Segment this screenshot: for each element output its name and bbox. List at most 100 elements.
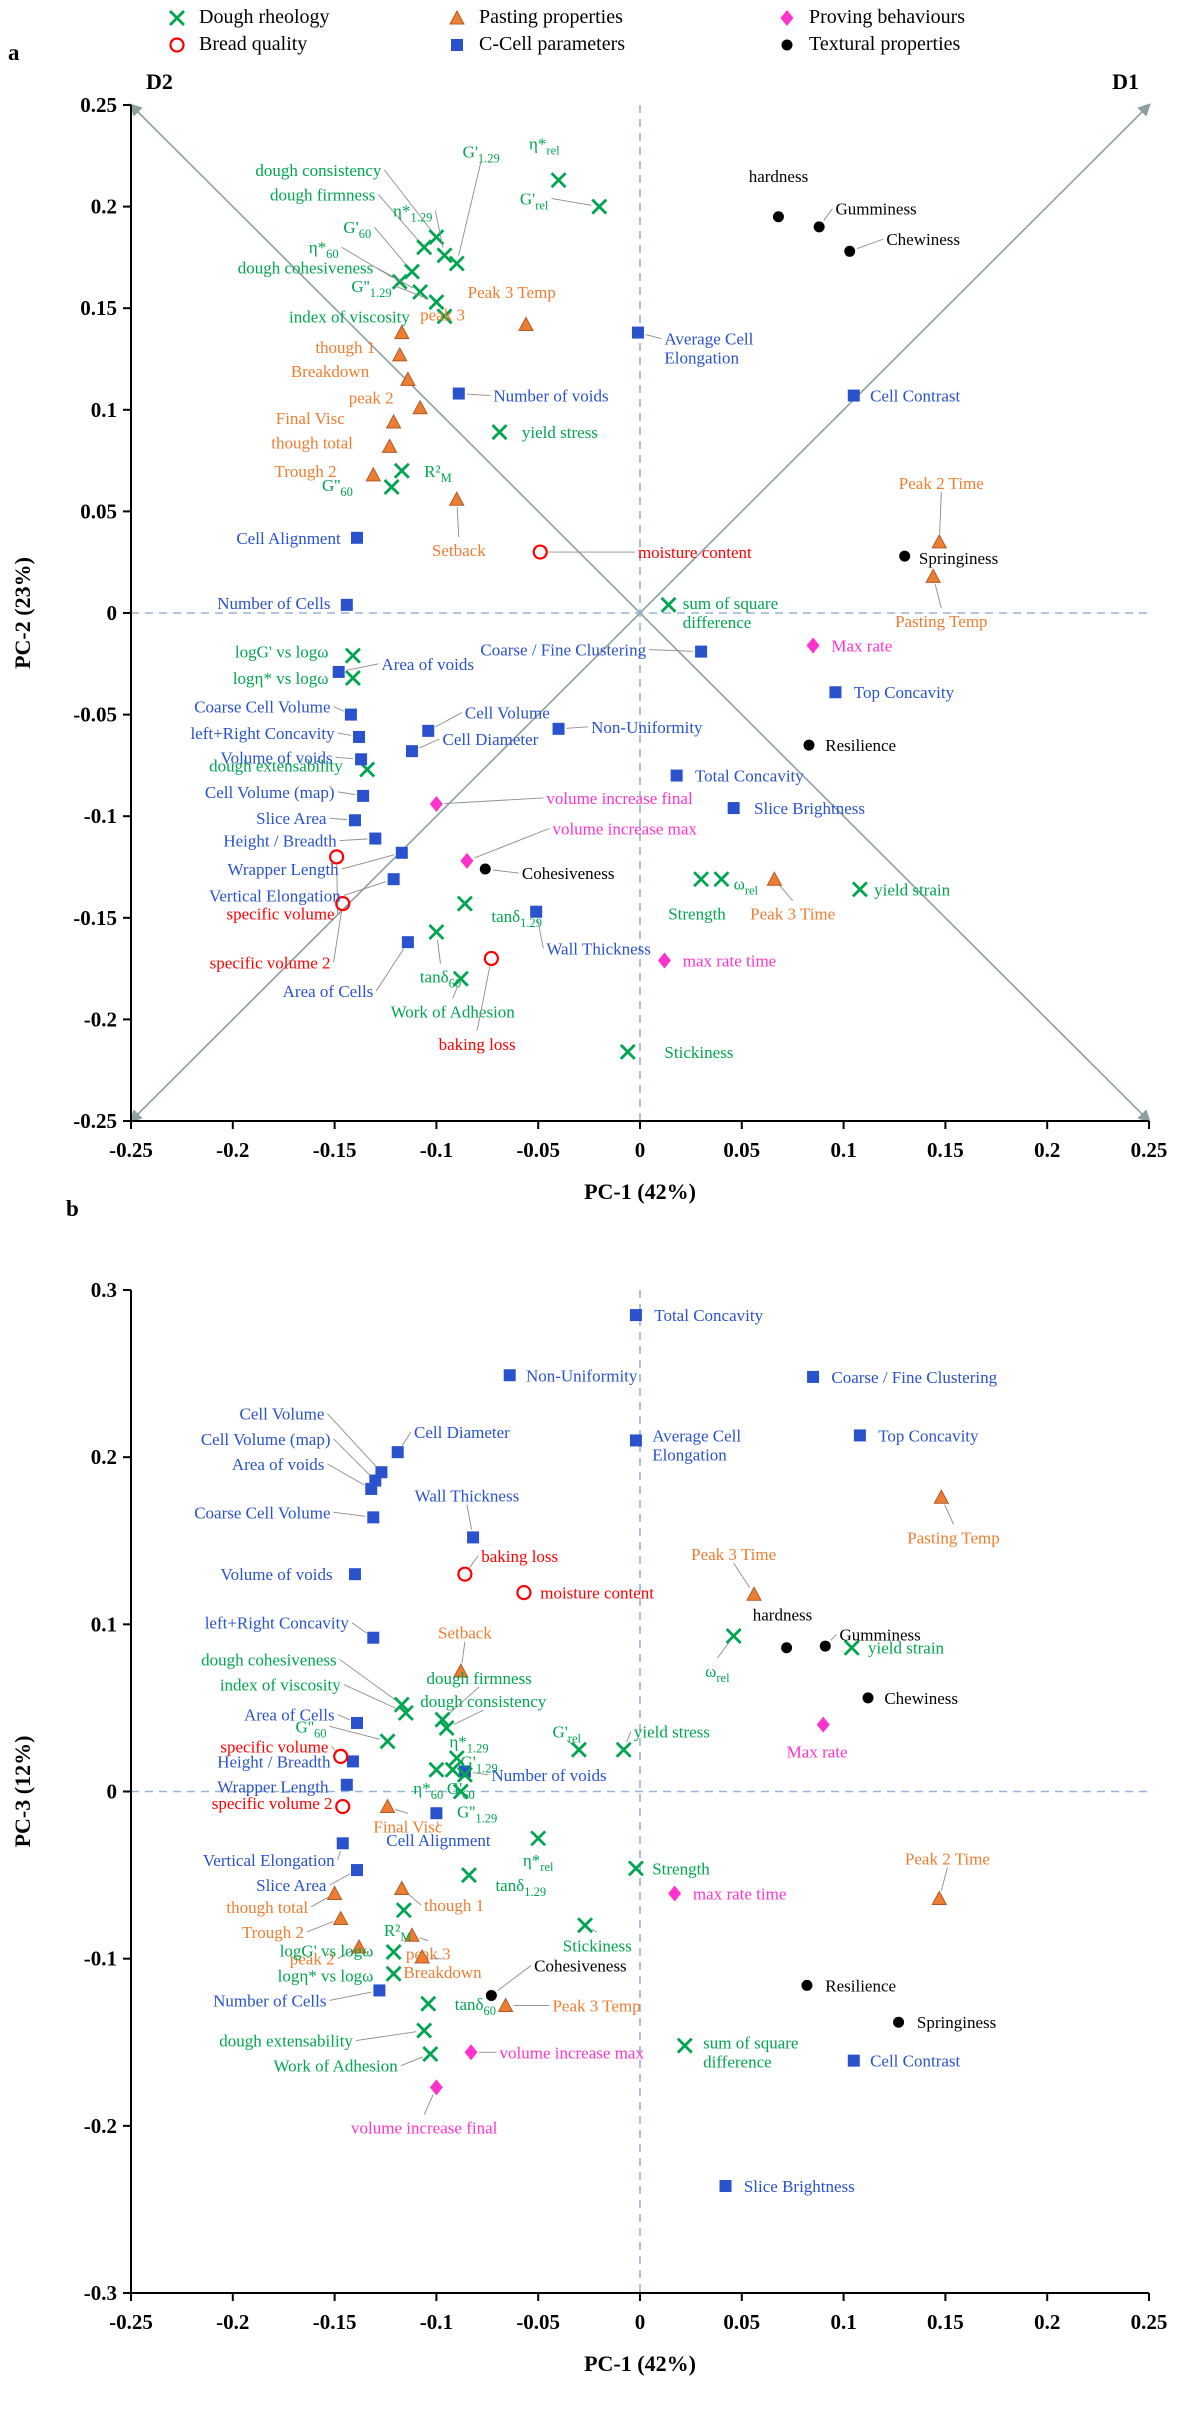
- c-cell-parameters-marker-icon: [451, 38, 463, 51]
- c-cell-parameters-marker: [829, 686, 842, 699]
- y-tick-label: 0.2: [91, 1445, 117, 1469]
- dough-rheology-marker: [395, 1902, 412, 1919]
- leader-line: [346, 663, 379, 671]
- textural-properties-marker: [803, 739, 815, 751]
- c-cell-parameters-label: Cell Contrast: [870, 387, 960, 406]
- y-tick-label: 0.3: [91, 1278, 117, 1302]
- textural-properties-label: Springiness: [919, 549, 998, 568]
- pasting-properties-label: Peak 3 Temp: [468, 283, 556, 302]
- pasting-properties-marker: [452, 1663, 469, 1678]
- dough-rheology-label: dough consistency: [255, 161, 382, 180]
- dough-rheology-label: Stickiness: [664, 1043, 733, 1062]
- leader-line: [493, 869, 519, 874]
- proving-behaviours-label: max rate time: [683, 951, 776, 970]
- proving-behaviours-marker: [460, 852, 474, 869]
- dough-rheology-marker: [456, 895, 473, 912]
- dough-rheology-label: G''60: [296, 1717, 327, 1740]
- c-cell-parameters-marker: [332, 665, 345, 678]
- pasting-properties-marker: [925, 568, 942, 583]
- dough-rheology-marker: [452, 1783, 469, 1800]
- leader-line: [339, 838, 368, 842]
- leader-line: [430, 1957, 443, 1960]
- pasting-properties-marker: [497, 1997, 514, 2012]
- textural-properties-marker: [813, 221, 825, 233]
- pasting-properties-marker: [379, 1798, 396, 1814]
- pasting-properties-label: Pasting Temp: [895, 612, 987, 631]
- dough-rheology-label: ωrel: [705, 1662, 730, 1685]
- c-cell-parameters-label: Slice Brightness: [744, 2177, 855, 2196]
- proving-behaviours-marker: [780, 9, 794, 26]
- panel-a-letter: a: [8, 40, 20, 65]
- bread-quality-marker: [516, 1584, 532, 1601]
- dough-rheology-label: dough consistency: [420, 1692, 547, 1711]
- x-tick-label: 0.05: [723, 1138, 760, 1162]
- leader-line: [337, 1950, 353, 1960]
- dough-rheology-label: sum of square difference: [683, 594, 778, 632]
- pasting-properties-marker-icon: [449, 9, 465, 24]
- leader-line: [645, 334, 662, 340]
- x-tick-label: 0.05: [723, 2310, 760, 2334]
- pasting-properties-marker: [766, 871, 783, 886]
- c-cell-parameters-marker: [340, 598, 353, 611]
- leader-line: [331, 1746, 336, 1751]
- leader-line: [435, 712, 463, 728]
- dough-rheology-label: dough firmness: [427, 1669, 532, 1688]
- dough-rheology-marker: [422, 2045, 439, 2062]
- pasting-properties-label: Setback: [432, 541, 486, 560]
- y-tick-label: -0.3: [84, 2281, 117, 2305]
- c-cell-parameters-marker: [395, 846, 408, 859]
- proving-behaviours-marker: [806, 637, 820, 654]
- dough-rheology-marker: [344, 647, 361, 664]
- leader-line: [437, 1821, 439, 1828]
- leader-line: [407, 1893, 422, 1906]
- y-tick-label: 0.2: [91, 195, 117, 219]
- pasting-properties-marker: [393, 1880, 410, 1895]
- pasting-properties-marker: [933, 1489, 950, 1504]
- dough-rheology-label: Work of Adhesion: [273, 2057, 398, 2076]
- bread-quality-label: baking loss: [439, 1035, 516, 1054]
- c-cell-parameters-marker: [727, 802, 740, 815]
- bread-quality-label: specific volume: [226, 905, 334, 924]
- legend-label: Bread quality: [199, 33, 308, 55]
- y-tick-label: 0.25: [80, 93, 117, 117]
- proving-behaviours-marker: [429, 796, 443, 813]
- x-tick-label: 0.15: [927, 1138, 964, 1162]
- c-cell-parameters-marker: [422, 724, 435, 737]
- dough-rheology-marker: [550, 172, 567, 189]
- pasting-properties-label: Breakdown: [291, 362, 370, 381]
- dough-rheology-marker: [491, 424, 508, 441]
- c-cell-parameters-marker: [631, 326, 644, 339]
- pasting-properties-label: peak 2: [349, 389, 394, 408]
- leader-line: [329, 817, 348, 821]
- dough-rheology-label: yield stress: [634, 1722, 710, 1741]
- textural-properties-marker: [801, 1979, 813, 1991]
- c-cell-parameters-marker: [367, 1631, 380, 1644]
- x-tick-label: -0.1: [420, 2310, 453, 2334]
- dough-rheology-marker-icon: [169, 9, 185, 26]
- textural-properties-marker: [479, 863, 491, 875]
- c-cell-parameters-marker: [365, 1482, 378, 1495]
- proving-behaviours-marker: [668, 1885, 682, 1902]
- dough-rheology-marker: [428, 294, 445, 311]
- pasting-properties-label: though total: [271, 433, 353, 452]
- leader-line: [333, 911, 342, 963]
- textural-properties-marker: [781, 1642, 793, 1654]
- textural-properties-label: Gumminess: [835, 200, 916, 219]
- c-cell-parameters-label: Coarse Cell Volume: [194, 1503, 330, 1522]
- c-cell-parameters-label: Cell Volume: [240, 1405, 325, 1424]
- legend-label: Textural properties: [809, 33, 961, 55]
- c-cell-parameters-marker: [391, 1446, 404, 1459]
- pasting-properties-marker: [449, 9, 465, 24]
- c-cell-parameters-label: Non-Uniformity: [591, 718, 703, 737]
- leader-line: [453, 1709, 484, 1725]
- bread-quality-label: specific volume: [220, 1737, 328, 1756]
- proving-behaviours-label: volume increase final: [546, 789, 693, 808]
- legend-item-pasting-properties: Pasting properties: [443, 6, 773, 29]
- c-cell-parameters-label: Area of voids: [232, 1455, 325, 1474]
- dough-rheology-label: G''60: [322, 476, 353, 499]
- legend: Dough rheology Pasting properties Provin…: [163, 6, 1023, 56]
- c-cell-parameters-label: Cell Contrast: [870, 2052, 960, 2071]
- c-cell-parameters-label: Slice Brightness: [754, 799, 865, 818]
- leader-line: [779, 884, 794, 902]
